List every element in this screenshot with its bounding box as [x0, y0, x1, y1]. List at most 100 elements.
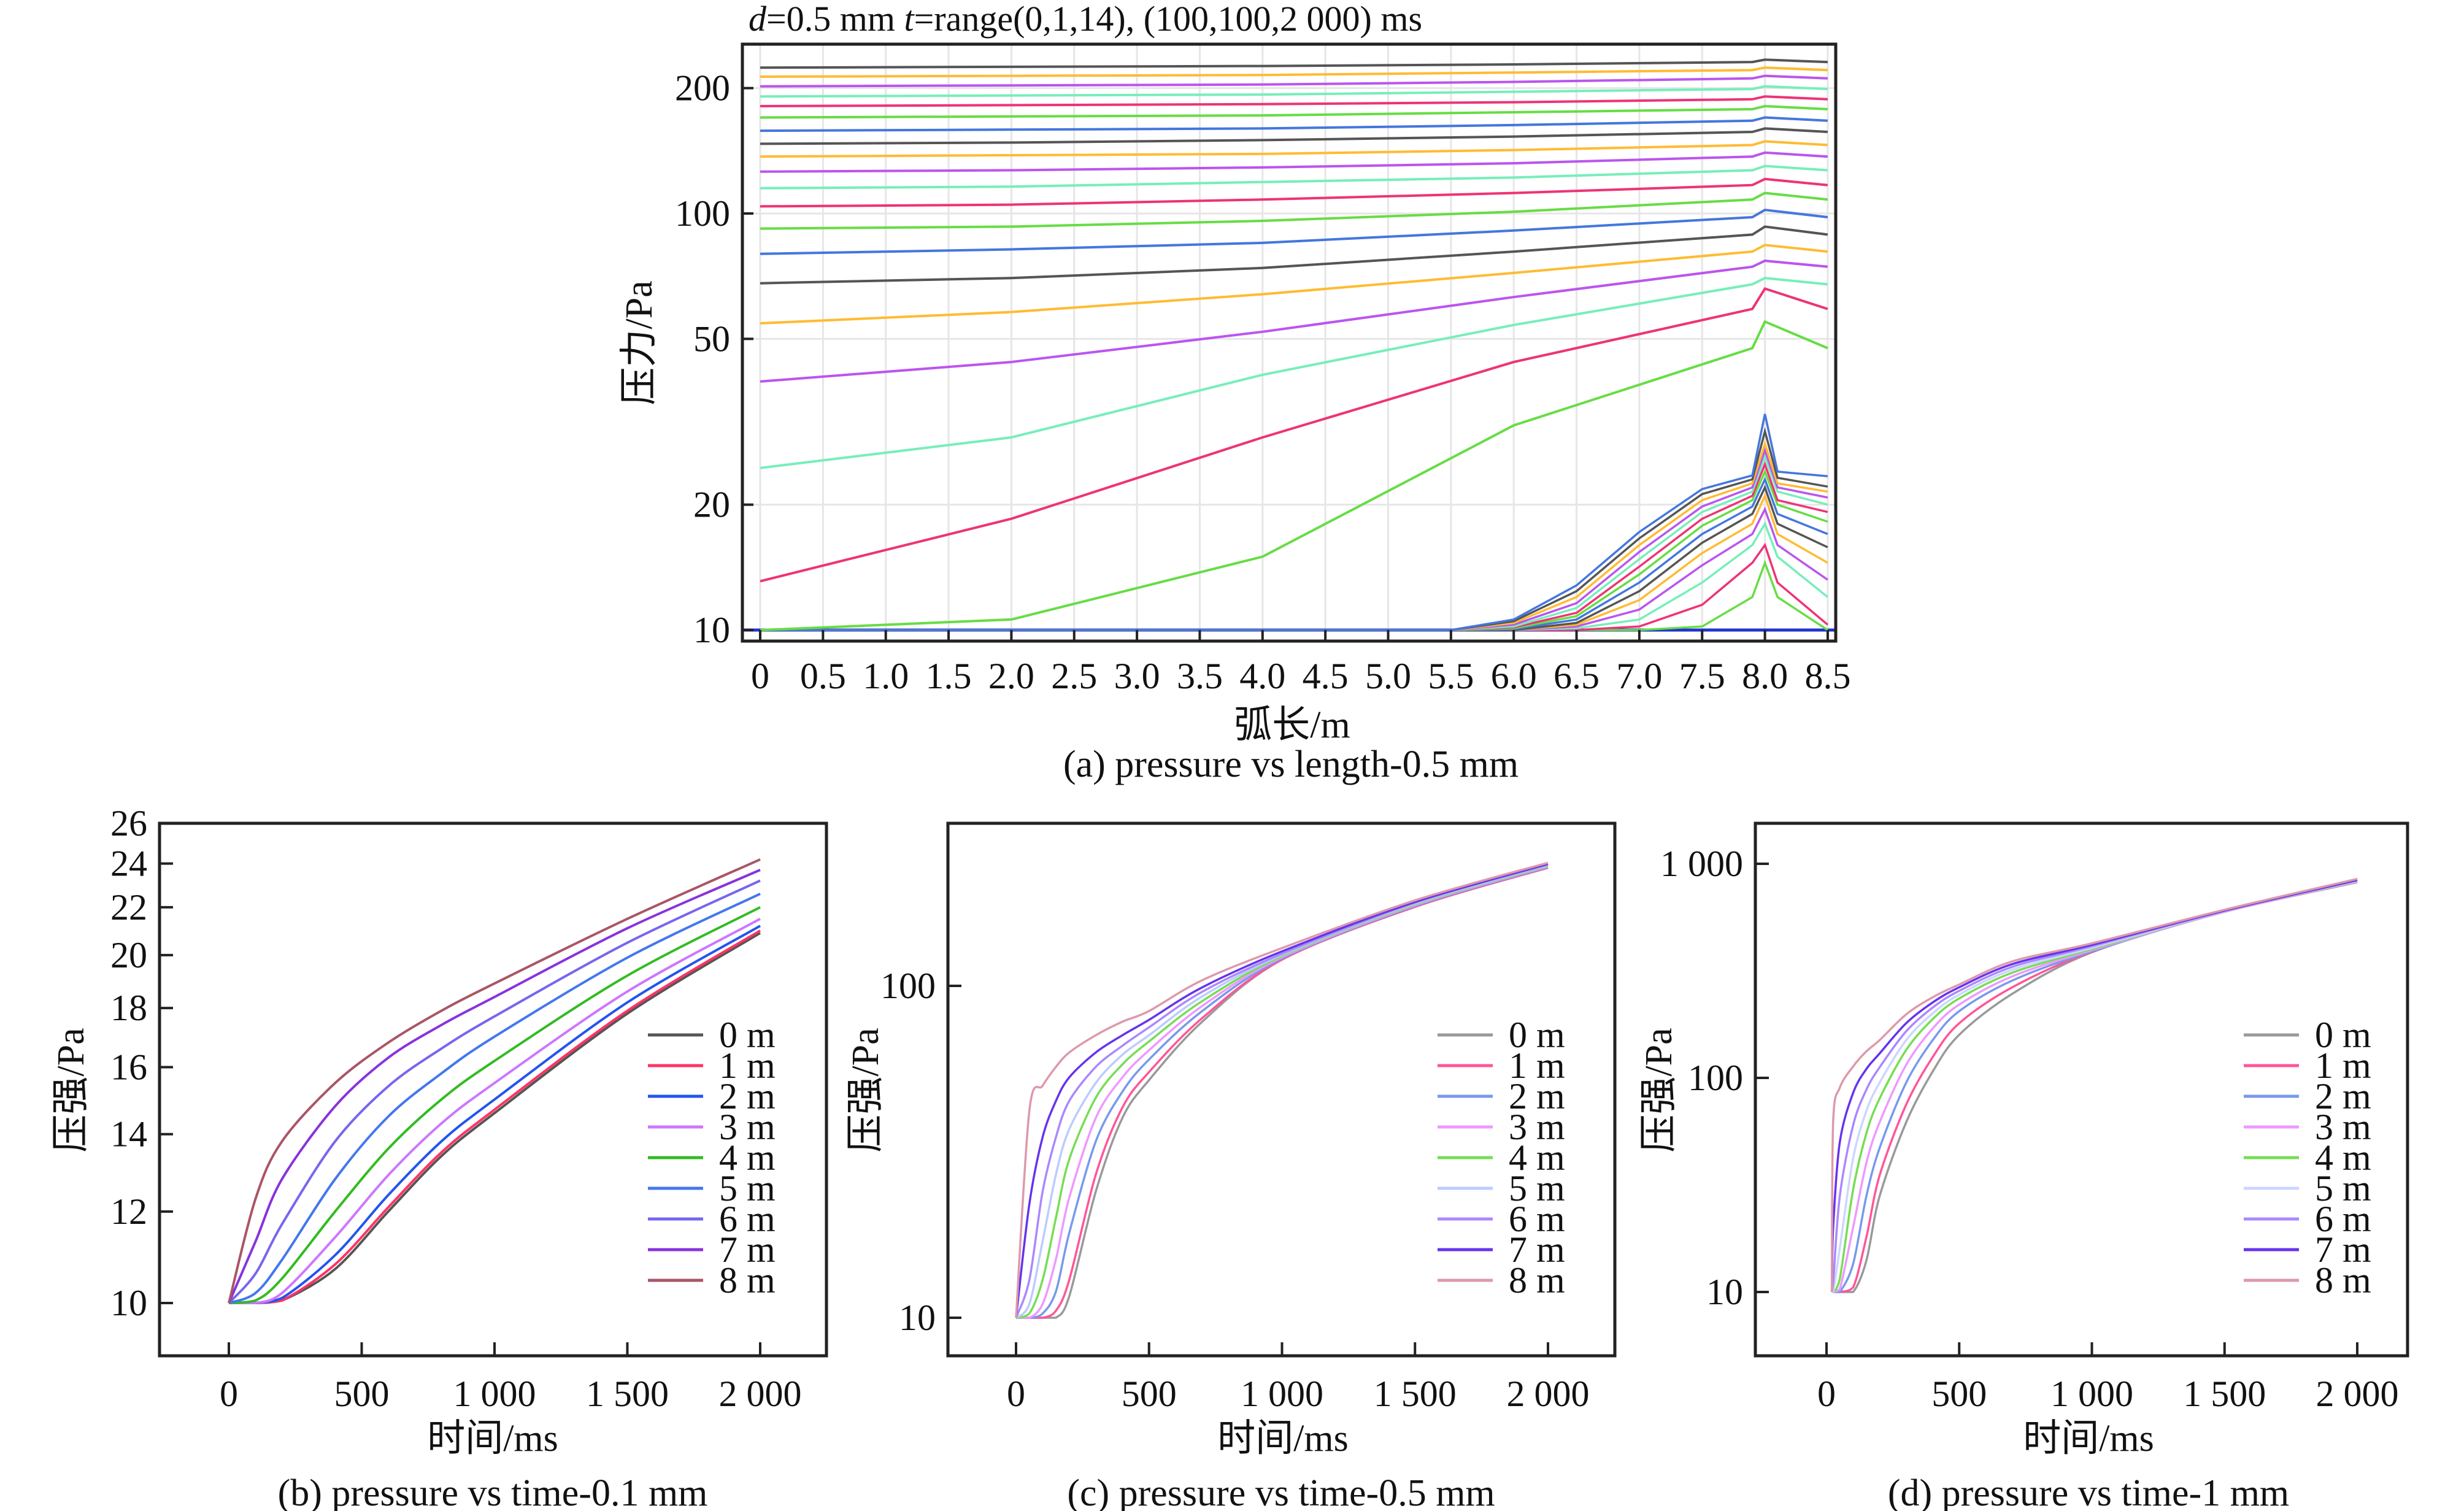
legend-label: 2 m — [719, 1076, 776, 1117]
legend-label: 2 m — [2315, 1076, 2371, 1117]
y-axis-label: 压强/Pa — [845, 1028, 887, 1152]
legend-label: 7 m — [2315, 1229, 2371, 1270]
series-line — [229, 929, 761, 1304]
legend-label: 2 m — [1509, 1076, 1565, 1117]
legend-label: 7 m — [719, 1229, 776, 1270]
x-axis-label: 时间/ms — [1217, 1418, 1349, 1459]
series-line-early — [760, 484, 1828, 631]
legend-label: 4 m — [1509, 1137, 1565, 1178]
series-line — [228, 858, 761, 1304]
x-tick-label: 7.5 — [1679, 656, 1725, 696]
legend-item: 4 m — [1438, 1137, 1565, 1178]
y-axis-label: 压力/Pa — [618, 280, 660, 405]
y-tick-label: 10 — [693, 610, 730, 650]
panel-a: d=0.5 mm t=range(0,1,14), (100,100,2 000… — [618, 0, 1850, 785]
x-tick-label: 3.5 — [1177, 656, 1223, 696]
legend-label: 5 m — [1509, 1168, 1565, 1209]
x-axis-label: 弧长/m — [1234, 704, 1350, 746]
x-tick-label: 0 — [220, 1374, 238, 1414]
x-tick-label: 4.0 — [1239, 656, 1285, 696]
x-tick-label: 1 000 — [2050, 1374, 2133, 1414]
series-line — [228, 906, 761, 1304]
plot-frame — [158, 821, 828, 1358]
plot-frame — [1754, 821, 2409, 1358]
legend-item: 5 m — [2244, 1168, 2371, 1209]
y-tick-label: 10 — [1706, 1272, 1743, 1312]
legend-item: 7 m — [1438, 1229, 1565, 1270]
x-tick-label: 3.0 — [1114, 656, 1160, 696]
legend-label: 6 m — [719, 1199, 776, 1239]
caption: (b) pressure vs time-0.1 mm — [278, 1472, 708, 1511]
y-tick-label: 100 — [880, 966, 936, 1006]
legend-label: 1 m — [1509, 1045, 1565, 1086]
title-part: =0.5 mm — [766, 0, 904, 39]
legend-label: 5 m — [2315, 1168, 2371, 1209]
y-tick-label: 12 — [110, 1191, 147, 1232]
x-tick-label: 7.0 — [1616, 656, 1662, 696]
legend: 0 m1 m2 m3 m4 m5 m6 m7 m8 m — [2244, 1015, 2371, 1301]
x-axis-label: 时间/ms — [427, 1418, 558, 1459]
legend-item: 7 m — [2244, 1229, 2371, 1270]
series-line — [229, 925, 761, 1304]
x-tick-label: 8.0 — [1742, 656, 1788, 696]
legend-item: 8 m — [2244, 1260, 2371, 1301]
panel-c: 0 500 1 000 1 500 2 000 10 100 0 m1 m2 m3 m4 m… — [845, 821, 1617, 1511]
legend-item: 3 m — [1438, 1107, 1565, 1147]
x-tick-label: 1.5 — [926, 656, 972, 696]
legend-item: 8 m — [648, 1260, 776, 1301]
x-tick-label: 2.5 — [1051, 656, 1097, 696]
series-line-early — [760, 469, 1828, 631]
y-tick-label: 200 — [675, 68, 730, 109]
y-tick-label: 10 — [110, 1283, 147, 1323]
legend-item: 3 m — [648, 1107, 776, 1147]
y-tick-label: 22 — [110, 887, 147, 928]
x-tick-label: 0.5 — [800, 656, 846, 696]
series-line — [760, 209, 1828, 255]
title-part: t — [904, 0, 915, 39]
legend-item: 0 m — [2244, 1015, 2371, 1055]
x-tick-label: 4.5 — [1303, 656, 1349, 696]
title-part: d — [749, 0, 767, 39]
legend: 0 m1 m2 m3 m4 m5 m6 m7 m8 m — [1438, 1015, 1565, 1301]
y-axis-label: 压强/Pa — [1638, 1028, 1680, 1152]
series-line — [1015, 863, 1549, 1318]
series-line — [760, 320, 1828, 631]
plot-lines — [228, 858, 761, 1304]
legend-label: 0 m — [2315, 1015, 2371, 1055]
legend-item: 2 m — [2244, 1076, 2371, 1117]
series-line — [228, 869, 761, 1304]
legend-item: 5 m — [1438, 1168, 1565, 1209]
plot-lines — [742, 58, 1836, 632]
series-line-early — [760, 542, 1829, 631]
legend-label: 6 m — [2315, 1199, 2371, 1239]
x-tick-label: 1 000 — [1241, 1374, 1323, 1414]
legend-item: 0 m — [1438, 1015, 1565, 1055]
series-line — [760, 277, 1828, 469]
legend-item: 2 m — [648, 1076, 776, 1117]
x-tick-label: 2 000 — [719, 1374, 802, 1414]
y-tick-label: 20 — [693, 485, 730, 525]
series-line — [760, 104, 1828, 119]
x-tick-label: 1 000 — [453, 1374, 536, 1414]
legend-item: 3 m — [2244, 1107, 2371, 1147]
legend-label: 8 m — [719, 1260, 776, 1301]
legend-label: 0 m — [1509, 1015, 1565, 1055]
legend: 0 m1 m2 m3 m4 m5 m6 m7 m8 m — [648, 1015, 776, 1301]
caption: (a) pressure vs length-0.5 mm — [1063, 744, 1519, 785]
x-tick-label: 5.5 — [1428, 656, 1474, 696]
series-line — [228, 879, 761, 1304]
y-tick-label: 10 — [899, 1298, 936, 1338]
series-line — [760, 116, 1828, 133]
x-tick-label: 500 — [1122, 1374, 1177, 1414]
series-line — [1015, 861, 1549, 1318]
legend-label: 4 m — [2315, 1137, 2371, 1178]
x-tick-label: 1 500 — [586, 1374, 669, 1414]
series-line — [760, 244, 1828, 325]
series-line — [1015, 863, 1549, 1318]
legend-item: 6 m — [648, 1199, 776, 1239]
x-tick-label: 6.5 — [1553, 656, 1600, 696]
series-line — [760, 225, 1828, 285]
x-tick-label: 2.0 — [988, 656, 1034, 696]
series-line — [760, 260, 1828, 383]
